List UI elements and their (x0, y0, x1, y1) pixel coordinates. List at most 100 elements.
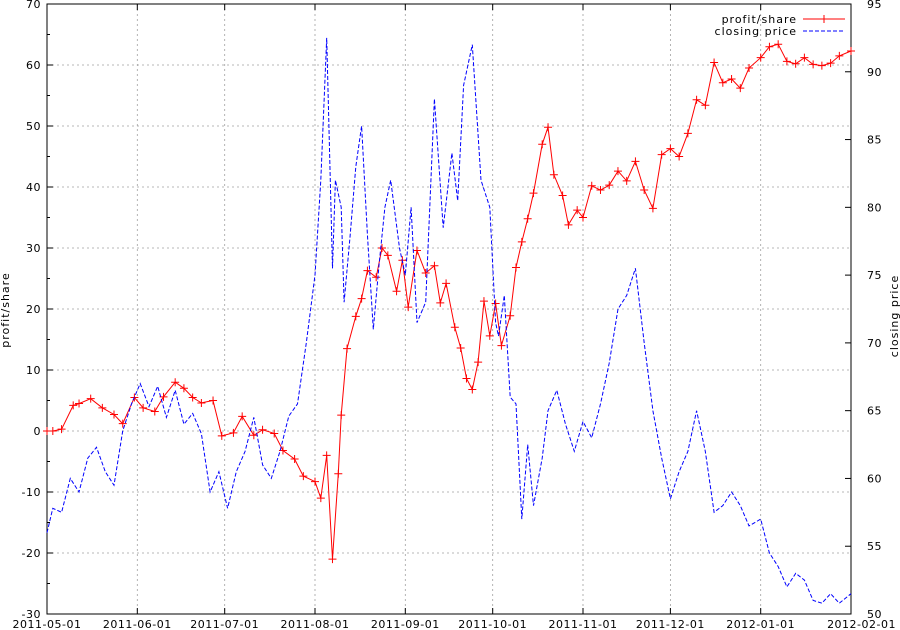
x-tick-label: 2011-11-01 (549, 618, 618, 630)
data-point-marker (249, 431, 258, 440)
data-point-marker (450, 323, 459, 332)
data-point-marker (497, 341, 506, 350)
y-tick-label: 60 (26, 59, 41, 72)
data-point-marker (710, 58, 719, 67)
y2-tick-label: 65 (867, 405, 882, 418)
data-point-marker (299, 472, 308, 481)
data-point-marker (573, 206, 582, 215)
data-point-marker (86, 394, 95, 403)
data-point-marker (538, 140, 547, 149)
x-tick-label: 2011-08-01 (281, 618, 350, 630)
data-point-marker (258, 425, 267, 434)
data-point-marker (631, 157, 640, 166)
data-point-marker (718, 78, 727, 87)
y2-tick-label: 75 (867, 269, 882, 282)
data-point-marker (456, 344, 465, 353)
x-tick-label: 2012-02-01 (827, 618, 896, 630)
data-point-marker (75, 399, 84, 408)
y-tick-label: 50 (26, 120, 41, 133)
y-tick-label: -20 (22, 547, 41, 560)
y2-tick-label: 50 (867, 608, 882, 621)
data-point-marker (774, 40, 783, 49)
data-point-marker (727, 75, 736, 84)
data-point-marker (791, 59, 800, 68)
data-point-marker (372, 273, 381, 282)
data-point-marker (701, 101, 710, 110)
y2-tick-label: 85 (867, 134, 882, 147)
y2-tick-label: 70 (867, 337, 882, 350)
data-point-marker (745, 64, 754, 73)
data-point-marker (479, 297, 488, 306)
data-point-marker (378, 244, 386, 252)
data-point-marker (622, 176, 631, 185)
data-point-marker (579, 213, 587, 222)
data-point-marker (110, 410, 118, 419)
data-point-marker (817, 61, 826, 70)
data-point-marker (512, 263, 520, 272)
data-point-marker (666, 144, 675, 153)
data-point-marker (474, 358, 483, 367)
data-point-marker (809, 60, 818, 69)
data-point-marker (436, 298, 445, 307)
data-point-marker (826, 59, 835, 68)
y2-tick-label: 60 (867, 472, 882, 485)
data-point-marker (316, 494, 325, 503)
y2-tick-label: 95 (867, 0, 882, 11)
data-point-marker (517, 237, 526, 246)
data-point-marker (558, 191, 567, 200)
y-tick-label: 0 (34, 425, 42, 438)
data-point-marker (278, 446, 287, 455)
data-point-marker (328, 555, 337, 564)
data-point-marker (343, 344, 352, 353)
y2-tick-labels: 50 55 60 65 70 75 80 85 90 95 (867, 0, 882, 621)
data-point-marker (217, 431, 226, 440)
data-point-marker (404, 303, 413, 312)
data-point-marker (311, 477, 319, 486)
data-point-marker (596, 186, 605, 195)
y2-tick-label: 55 (867, 540, 882, 553)
legend-label-profit-share: profit/share (722, 13, 797, 26)
data-point-marker (782, 57, 791, 66)
data-point-marker (506, 311, 515, 320)
data-point-marker (337, 411, 346, 420)
x-tick-label: 2011-10-01 (458, 618, 527, 630)
data-point-marker (229, 428, 238, 437)
data-point-marker (692, 95, 701, 104)
data-point-marker (351, 312, 360, 321)
series-layer (43, 37, 855, 604)
data-point-marker (322, 451, 331, 460)
data-point-marker (675, 152, 684, 161)
y2-tick-label: 90 (867, 66, 882, 79)
data-point-marker (529, 189, 538, 198)
data-point-marker (430, 261, 439, 270)
data-point-marker (564, 220, 573, 229)
data-point-marker (392, 287, 401, 296)
y-tick-label: 70 (26, 0, 41, 11)
x-tick-label: 2011-09-01 (371, 618, 440, 630)
data-point-marker (468, 385, 477, 394)
data-point-marker (736, 84, 745, 93)
data-point-marker (363, 266, 372, 275)
data-point-marker (613, 167, 622, 176)
legend-label-closing-price: closing price (715, 25, 797, 38)
data-point-marker (462, 374, 471, 383)
y-tick-label: 10 (26, 364, 41, 377)
x-tick-label: 2011-12-01 (636, 618, 705, 630)
data-point-marker (485, 331, 494, 340)
legend-marker-profit-share (820, 15, 828, 23)
data-point-marker (412, 246, 421, 255)
data-point-marker (69, 401, 78, 410)
y-tick-label: 40 (26, 181, 41, 194)
data-point-marker (587, 181, 596, 190)
data-point-marker (188, 393, 197, 402)
y-tick-label: 30 (26, 242, 41, 255)
data-point-marker (683, 129, 692, 138)
data-point-marker (421, 269, 430, 278)
data-point-marker (383, 251, 392, 260)
data-point-marker (657, 150, 666, 159)
y-tick-label: -10 (22, 486, 41, 499)
data-point-marker (756, 53, 765, 62)
grid (47, 4, 851, 614)
data-point-marker (847, 46, 855, 55)
